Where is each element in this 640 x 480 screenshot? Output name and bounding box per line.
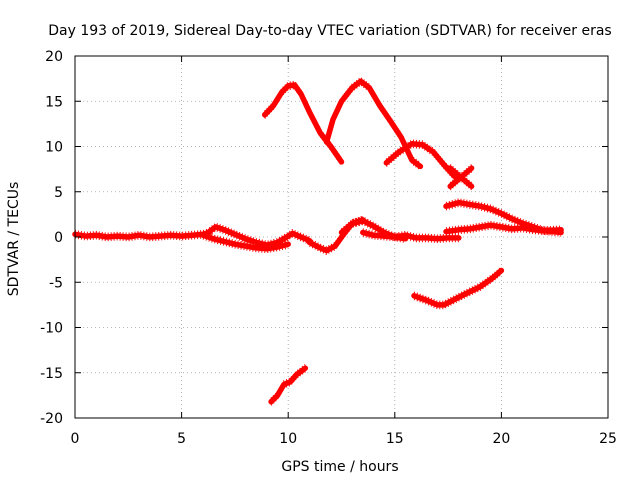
y-axis-label: SDTVAR / TECUs (6, 182, 22, 297)
track-bump-13-to-15-marker-edge-bottom (340, 223, 406, 244)
track-hump-6-to-11 (206, 224, 313, 248)
track-dip-11-to-13-marker-edge-top (309, 215, 364, 248)
track-mid-baseline-marker-edge-top (362, 228, 459, 237)
y-tick-label: 15 (45, 94, 63, 110)
track-cross-b (447, 165, 475, 190)
track-negative-9-to-11 (268, 365, 309, 405)
track-baseline-left (72, 229, 213, 240)
track-peak-13-marker-edge-top (325, 76, 421, 164)
track-hump-15-to-18 (383, 141, 458, 180)
track-right-upper-marker-edge-top (445, 198, 562, 230)
track-negative-16-to-20 (411, 267, 505, 308)
y-tick-label: -20 (40, 411, 63, 427)
track-low-6-to-10-marker-edge-top (202, 230, 289, 247)
x-tick-label: 10 (279, 431, 297, 447)
track-hump-6-to-11-marker-edge-bottom (208, 229, 310, 250)
track-mid-baseline (360, 229, 462, 242)
track-bump-13-to-15-marker-edge-top (340, 216, 406, 237)
track-low-6-to-10 (200, 232, 291, 252)
track-baseline-left-marker-edge-top (74, 228, 210, 235)
y-tick-label: 10 (45, 140, 63, 156)
track-hump-15-to-18-marker-edge-bottom (385, 146, 456, 181)
track-hump-15-to-18-marker-edge-top (385, 139, 456, 174)
data-traces (72, 76, 564, 406)
x-tick-label: 5 (177, 431, 186, 447)
track-peak-13 (323, 78, 424, 170)
axes: 0 5 10 15 20 25 -20 -15 -10 -5 0 5 10 15 20 (40, 49, 617, 447)
x-tick-label: 25 (599, 431, 617, 447)
y-tick-label: -15 (40, 366, 63, 382)
y-tick-label: 0 (54, 230, 63, 246)
x-tick-label: 20 (492, 431, 510, 447)
y-tick-label: 5 (54, 185, 63, 201)
track-right-lower (443, 222, 564, 235)
plot-frame (74, 55, 609, 419)
track-hump-6-to-11-marker-edge-top (208, 222, 310, 243)
chart-title: Day 193 of 2019, Sidereal Day-to-day VTE… (48, 23, 611, 39)
x-tick-label: 0 (71, 431, 80, 447)
y-tick-label: 20 (45, 49, 63, 65)
track-negative-9-to-11-marker-edge-top (270, 364, 306, 399)
x-tick-label: 15 (386, 431, 404, 447)
track-mid-baseline-marker-edge-bottom (362, 235, 459, 244)
track-baseline-left-marker-edge-bottom (74, 235, 210, 242)
track-peak-13-marker-edge-bottom (325, 83, 421, 171)
y-tick-label: -10 (40, 321, 63, 337)
track-low-6-to-10-marker-edge-bottom (202, 237, 289, 254)
x-axis-label: GPS time / hours (281, 459, 398, 475)
track-negative-9-to-11-marker-edge-bottom (270, 371, 306, 406)
y-tick-label: -5 (49, 275, 63, 291)
